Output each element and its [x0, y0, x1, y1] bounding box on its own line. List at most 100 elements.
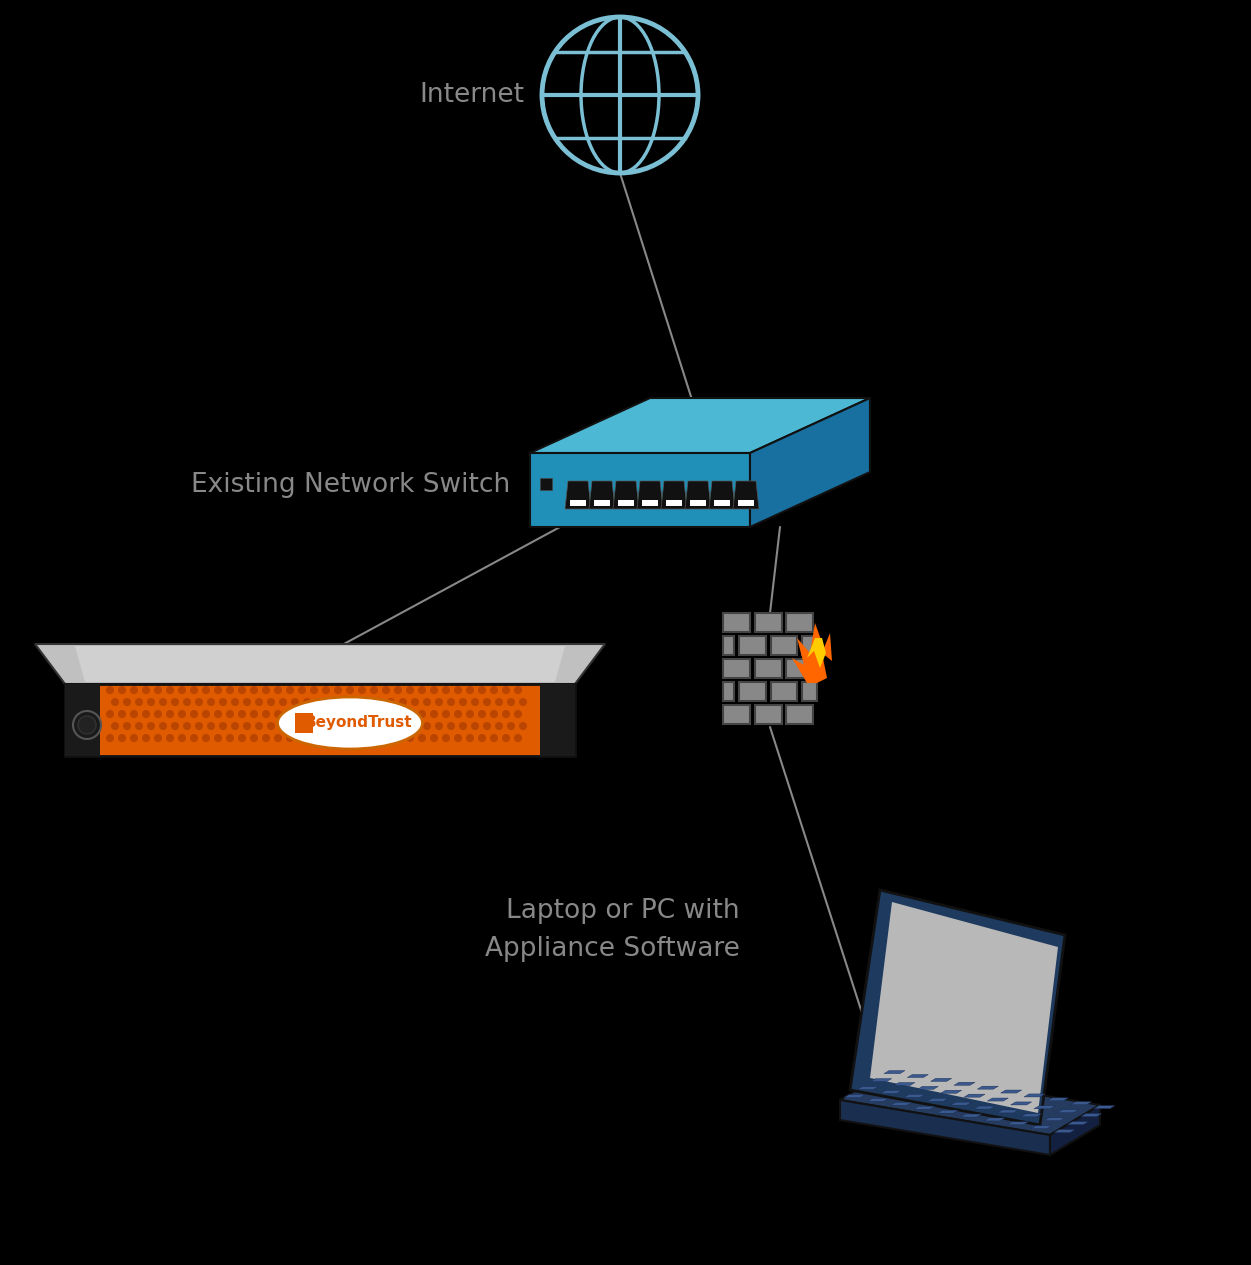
- Circle shape: [394, 734, 402, 743]
- Circle shape: [195, 722, 203, 730]
- Circle shape: [412, 698, 419, 706]
- Polygon shape: [1035, 1106, 1055, 1109]
- Bar: [723, 705, 749, 724]
- Polygon shape: [792, 622, 832, 683]
- Polygon shape: [871, 1079, 892, 1082]
- Circle shape: [118, 686, 126, 694]
- Bar: [771, 682, 797, 701]
- Circle shape: [291, 722, 299, 730]
- Circle shape: [135, 722, 143, 730]
- Circle shape: [382, 686, 390, 694]
- Circle shape: [154, 710, 161, 719]
- Circle shape: [214, 686, 221, 694]
- Circle shape: [412, 722, 419, 730]
- Polygon shape: [987, 1098, 1008, 1101]
- Circle shape: [399, 722, 407, 730]
- Circle shape: [507, 698, 515, 706]
- Polygon shape: [844, 1094, 864, 1098]
- Polygon shape: [807, 638, 826, 668]
- Circle shape: [502, 734, 510, 743]
- Circle shape: [148, 722, 155, 730]
- Polygon shape: [937, 1111, 958, 1113]
- Polygon shape: [75, 646, 565, 682]
- Polygon shape: [35, 644, 605, 684]
- Polygon shape: [914, 1107, 934, 1109]
- Circle shape: [407, 710, 414, 719]
- Polygon shape: [931, 1078, 952, 1082]
- Bar: [570, 500, 585, 506]
- Polygon shape: [1055, 1130, 1075, 1132]
- Bar: [723, 614, 749, 631]
- Circle shape: [190, 734, 198, 743]
- Bar: [540, 478, 552, 490]
- Polygon shape: [1047, 1098, 1068, 1101]
- Polygon shape: [985, 1118, 1005, 1121]
- Circle shape: [154, 686, 161, 694]
- Polygon shape: [965, 1094, 985, 1097]
- Polygon shape: [1031, 1126, 1052, 1128]
- Bar: [642, 500, 658, 506]
- Circle shape: [358, 686, 367, 694]
- Circle shape: [201, 710, 210, 719]
- Circle shape: [123, 722, 131, 730]
- Circle shape: [159, 698, 166, 706]
- Circle shape: [243, 698, 251, 706]
- Circle shape: [201, 734, 210, 743]
- Circle shape: [467, 710, 474, 719]
- Circle shape: [327, 722, 335, 730]
- Circle shape: [347, 686, 354, 694]
- Circle shape: [459, 698, 467, 706]
- Polygon shape: [917, 1087, 938, 1089]
- Polygon shape: [661, 481, 687, 509]
- Circle shape: [274, 734, 281, 743]
- Polygon shape: [1050, 1106, 1100, 1155]
- Circle shape: [190, 710, 198, 719]
- Circle shape: [514, 710, 522, 719]
- Circle shape: [183, 722, 191, 730]
- Polygon shape: [951, 1102, 972, 1106]
- Bar: [754, 614, 782, 631]
- Circle shape: [130, 686, 138, 694]
- Circle shape: [407, 686, 414, 694]
- Bar: [739, 636, 766, 655]
- Circle shape: [166, 710, 174, 719]
- Bar: [787, 614, 813, 631]
- Circle shape: [166, 686, 174, 694]
- Circle shape: [255, 698, 263, 706]
- Circle shape: [387, 698, 395, 706]
- Circle shape: [490, 686, 498, 694]
- Circle shape: [399, 698, 407, 706]
- Polygon shape: [1011, 1102, 1032, 1104]
- Polygon shape: [927, 1098, 948, 1102]
- Circle shape: [135, 698, 143, 706]
- Circle shape: [261, 686, 270, 694]
- Circle shape: [495, 722, 503, 730]
- Circle shape: [298, 710, 306, 719]
- Circle shape: [143, 710, 150, 719]
- Circle shape: [454, 686, 462, 694]
- Polygon shape: [839, 1070, 1100, 1135]
- Circle shape: [238, 710, 246, 719]
- Circle shape: [310, 734, 318, 743]
- Bar: [802, 636, 817, 655]
- Circle shape: [226, 734, 234, 743]
- Polygon shape: [977, 1087, 998, 1089]
- Circle shape: [130, 734, 138, 743]
- Circle shape: [250, 710, 258, 719]
- Circle shape: [250, 734, 258, 743]
- Circle shape: [363, 698, 372, 706]
- Circle shape: [435, 722, 443, 730]
- Circle shape: [454, 710, 462, 719]
- Circle shape: [459, 722, 467, 730]
- Circle shape: [442, 686, 450, 694]
- Bar: [666, 500, 682, 506]
- Circle shape: [334, 686, 342, 694]
- Circle shape: [442, 734, 450, 743]
- Polygon shape: [686, 481, 711, 509]
- Circle shape: [118, 710, 126, 719]
- Bar: [691, 500, 706, 506]
- Circle shape: [382, 734, 390, 743]
- Circle shape: [231, 698, 239, 706]
- Polygon shape: [975, 1106, 995, 1109]
- Circle shape: [243, 722, 251, 730]
